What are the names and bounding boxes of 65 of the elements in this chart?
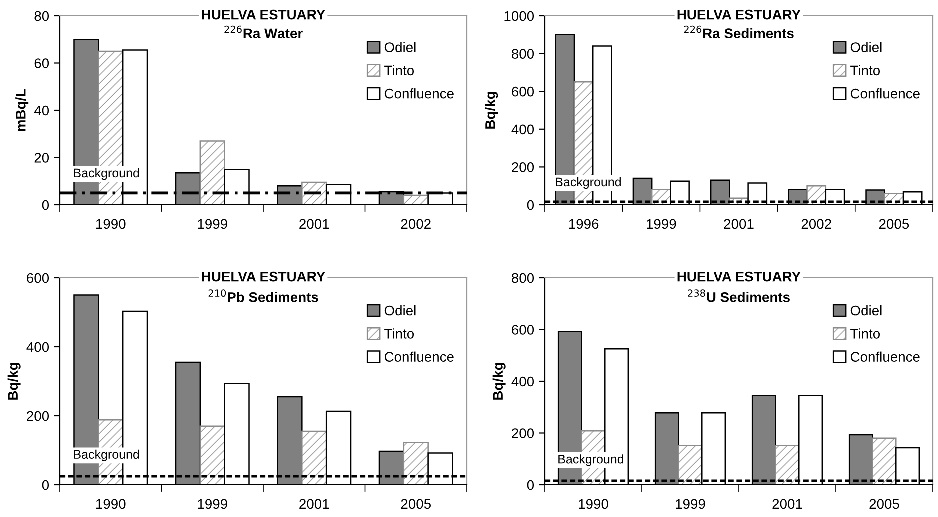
text: $^{238}$U Sediments — [688, 290, 790, 302]
y-tick-label: 800 — [512, 273, 534, 284]
x-tick-label: 1990 — [96, 219, 126, 230]
x-tick-label: 2001 — [724, 219, 754, 230]
legend-label: Confluence — [850, 88, 920, 99]
x-tick-label: 2001 — [300, 499, 330, 510]
y-tick-label: 20 — [34, 153, 50, 163]
y-tick-label: 600 — [27, 273, 50, 284]
text: $^{210}$Pb Sediments — [208, 290, 318, 302]
y-tick-label: 600 — [512, 325, 534, 335]
y-tick-label: 0 — [42, 480, 50, 490]
ref-line-label: Background — [556, 177, 621, 190]
x-tick-label: 2005 — [401, 499, 431, 510]
text: $^{226}$Ra Sediments — [684, 26, 794, 39]
x-tick-label: 1999 — [198, 219, 228, 230]
y-tick-label: 0 — [527, 200, 534, 210]
chart-title: HUELVA ESTUARY — [202, 10, 326, 20]
chart-title: HUELVA ESTUARY — [202, 272, 326, 282]
ref-line-label: Background — [74, 168, 140, 180]
y-tick-label: 200 — [512, 428, 534, 438]
x-tick-label: 2001 — [772, 499, 802, 510]
legend-label: Tinto — [384, 65, 414, 76]
legend-label: Confluence — [384, 352, 454, 362]
legend-label: Tinto — [384, 328, 414, 339]
legend-label: Odiel — [850, 42, 882, 52]
x-tick-label: 2002 — [401, 219, 431, 230]
legend-label: Odiel — [384, 305, 416, 316]
x-tick-label: 1990 — [96, 499, 126, 510]
y-tick-label: 0 — [42, 200, 50, 210]
legend-label: Confluence — [850, 352, 920, 362]
y-tick-label: 80 — [34, 11, 50, 22]
x-tick-label: 2001 — [300, 219, 330, 230]
y-axis-title: Bq/kg — [485, 92, 498, 129]
x-tick-label: 2005 — [870, 499, 900, 510]
y-axis-title: Bq/kg — [492, 363, 506, 400]
x-tick-label: 2002 — [802, 219, 832, 230]
y-tick-label: 0 — [527, 480, 534, 490]
chart-title: HUELVA ESTUARY — [678, 272, 801, 282]
y-tick-label: 800 — [512, 49, 534, 59]
y-tick-label: 400 — [512, 124, 534, 135]
x-tick-label: 1999 — [647, 219, 676, 230]
legend-label: Tinto — [850, 328, 880, 339]
y-tick-label: 60 — [34, 58, 50, 68]
x-tick-label: 1996 — [569, 219, 599, 230]
x-tick-label: 1999 — [676, 499, 706, 510]
y-axis-title: mBq/L — [16, 89, 29, 132]
legend-label: Odiel — [384, 42, 416, 52]
text: $^{226}$Ra Water — [224, 26, 303, 39]
y-tick-label: 400 — [512, 376, 534, 387]
legend-label: Confluence — [384, 88, 454, 99]
y-tick-label: 40 — [34, 106, 50, 116]
legend-label: Tinto — [850, 65, 880, 76]
y-tick-label: 200 — [512, 162, 534, 172]
y-tick-label: 1000 — [504, 11, 534, 22]
y-tick-label: 200 — [27, 411, 50, 422]
x-tick-label: 1999 — [198, 499, 228, 510]
y-tick-label: 400 — [26, 342, 50, 352]
ref-line-label: Background — [558, 454, 624, 466]
x-tick-label: 1990 — [579, 499, 608, 510]
ref-line-label: Background — [74, 450, 140, 462]
legend-label: Odiel — [850, 305, 882, 316]
x-tick-label: 2005 — [879, 219, 910, 230]
chart-title: HUELVA ESTUARY — [678, 10, 801, 20]
y-tick-label: 600 — [512, 86, 534, 97]
y-axis-title: Bq/kg — [8, 363, 21, 400]
